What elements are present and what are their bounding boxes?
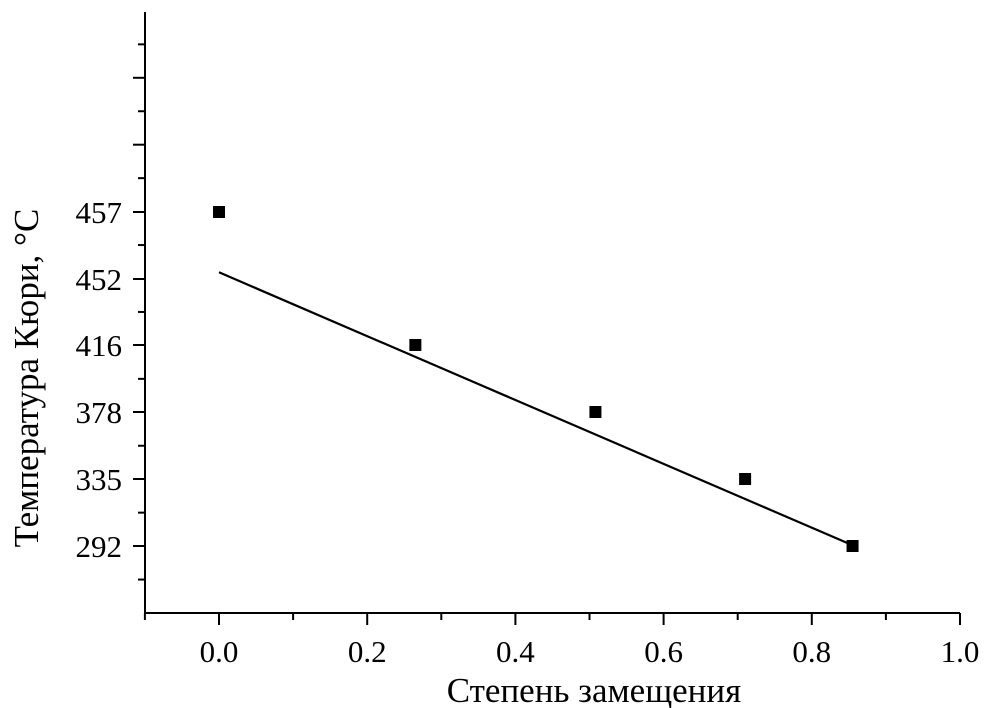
data-point: [213, 206, 225, 218]
x-tick-label: 0.8: [792, 634, 831, 669]
x-tick-label: 0.4: [496, 634, 535, 669]
x-tick-label: 0.0: [200, 634, 239, 669]
x-tick-label: 0.2: [348, 634, 387, 669]
y-tick-label: 335: [76, 462, 123, 497]
x-axis-title: Степень замещения: [447, 671, 742, 708]
data-point: [589, 406, 602, 418]
y-tick-label: 292: [76, 529, 123, 564]
y-minor-ticks: [133, 43, 145, 581]
data-point: [846, 540, 859, 552]
x-tick-label: 1.0: [941, 634, 980, 669]
data-point: [739, 473, 752, 485]
y-tick-label: 416: [76, 328, 123, 363]
y-tick-label: 378: [76, 395, 123, 430]
y-tick-label: 457: [76, 195, 123, 230]
x-ticks: 0.0 0.2 0.4 0.6 0.8 1.0: [143, 613, 980, 669]
y-ticks: 292 335 378 416 452 457: [76, 195, 145, 564]
y-tick-label: 452: [76, 262, 123, 297]
data-point: [409, 339, 422, 351]
x-tick-label: 0.6: [644, 634, 683, 669]
data-points: [213, 206, 859, 552]
fit-line: [218, 271, 850, 545]
y-axis-title: Температура Кюри, °C: [7, 209, 46, 548]
